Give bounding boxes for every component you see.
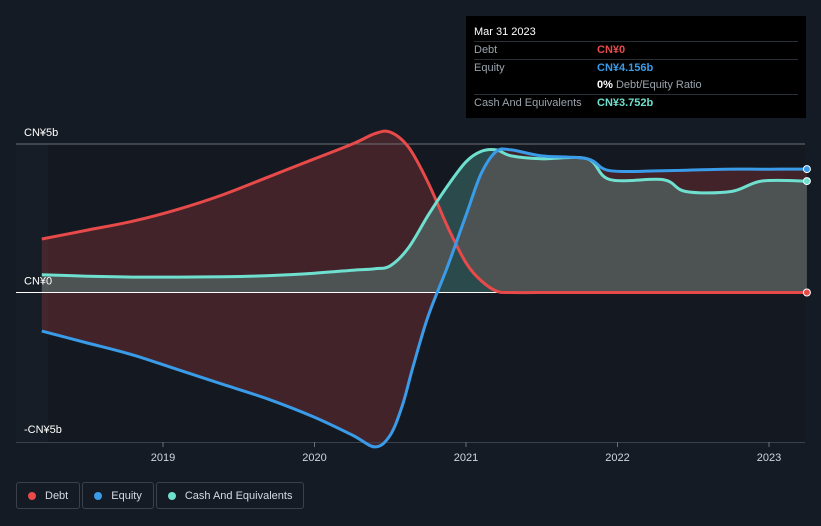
tooltip-debt-label: Debt [474,44,498,56]
legend-cash-label: Cash And Equivalents [184,489,293,502]
tooltip-equity-label: Equity [474,62,505,74]
x-tick-label: 2020 [302,452,326,464]
y-tick-label: CN¥0 [24,276,52,288]
debt-endpoint[interactable] [802,288,811,297]
tooltip-row-debt: Debt CN¥0 [474,41,798,59]
y-tick-label: CN¥5b [24,127,58,139]
cash-and-equivalents-line [41,148,807,279]
tooltip-row-cash: Cash And Equivalents CN¥3.752b [474,94,798,112]
tooltip-debt-value: CN¥0 [597,44,626,56]
tooltip-equity-value: CN¥4.156b [597,62,654,74]
legend-debt-label: Debt [45,489,69,502]
tooltip-cash-label: Cash And Equivalents [474,97,582,109]
tooltip-ratio-value: 0% [597,79,613,91]
debt-line [41,129,807,295]
x-tick-label: 2022 [605,452,629,464]
legend-equity-label: Equity [111,489,142,502]
legend-equity-dot-icon [94,491,103,500]
tooltip-date: Mar 31 2023 [474,26,536,38]
x-tick-label: 2019 [151,452,175,464]
equity-line [41,147,807,449]
equity-endpoint[interactable] [802,165,811,174]
y-tick-label: -CN¥5b [24,424,62,436]
tooltip-row-ratio: 0% Debt/Equity Ratio [474,77,798,94]
cash-and-equivalents-endpoint[interactable] [802,177,811,186]
legend-item-debt[interactable]: Debt [16,482,81,509]
x-tick-label: 2021 [454,452,478,464]
tooltip-row-equity: Equity CN¥4.156b [474,59,798,77]
tooltip-ratio-label: Debt/Equity Ratio [615,79,702,91]
legend-cash-dot-icon [167,491,176,500]
chart-legend: Debt Equity Cash And Equivalents [16,482,306,509]
legend-item-cash[interactable]: Cash And Equivalents [155,482,305,509]
tooltip-panel: Mar 31 2023 Debt CN¥0 Equity CN¥4.156b 0… [466,16,806,118]
legend-debt-dot-icon [28,491,36,500]
debt-equity-gap-area [41,131,807,447]
legend-item-equity[interactable]: Equity [82,482,154,509]
tooltip-cash-value: CN¥3.752b [597,97,654,109]
x-tick-label: 2023 [757,452,781,464]
cash-area [41,149,807,293]
